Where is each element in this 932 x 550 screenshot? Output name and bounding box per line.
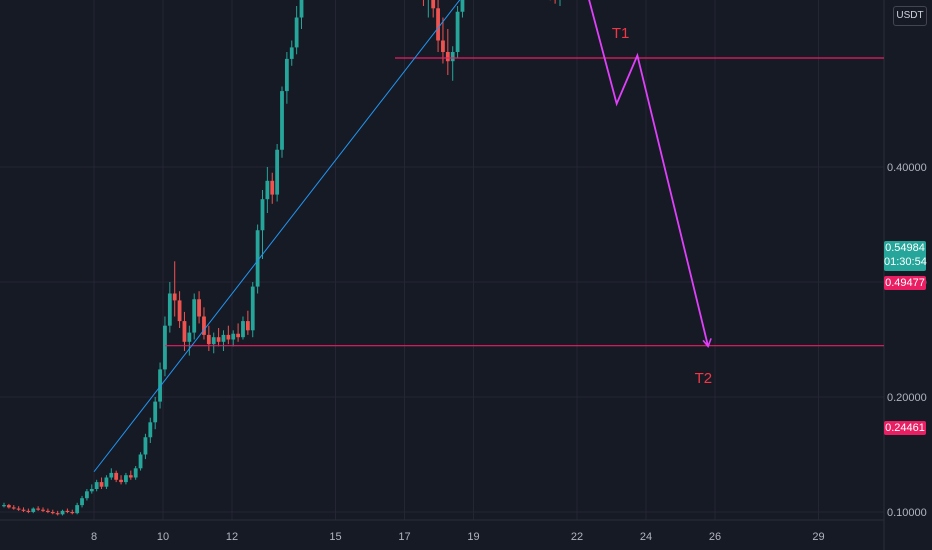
- candle-body: [450, 52, 455, 62]
- candle-body: [231, 333, 236, 340]
- candle-body: [275, 149, 280, 195]
- candle-body: [280, 91, 284, 150]
- candle-body: [197, 299, 201, 317]
- candle-body: [128, 475, 133, 478]
- candle-body: [211, 337, 216, 345]
- candle-body: [119, 479, 123, 483]
- projection-path: [588, 0, 709, 347]
- candles-layer: [2, 0, 561, 516]
- candle-body: [133, 468, 138, 478]
- candle-body: [445, 52, 450, 62]
- price-tick-label: 0.40000: [887, 162, 927, 174]
- currency-button[interactable]: USDT: [893, 6, 927, 26]
- candle-body: [270, 180, 275, 195]
- candle-body: [455, 11, 460, 52]
- candle-body: [55, 513, 60, 515]
- level-price-tag: 0.49477: [884, 276, 926, 290]
- candle-body: [2, 505, 6, 507]
- candle-body: [31, 508, 36, 512]
- candle-body: [299, 0, 304, 18]
- candle-body: [16, 508, 21, 510]
- candle-body: [441, 40, 445, 52]
- candle-body: [114, 472, 119, 480]
- candle-body: [104, 477, 109, 487]
- candle-body: [85, 491, 89, 499]
- time-axis[interactable]: 8 10 12 15 17 19 22 24 26 29: [91, 531, 825, 543]
- target-label-t1: T1: [611, 24, 630, 42]
- projection-arrowhead: [702, 338, 712, 348]
- candle-body: [11, 507, 16, 509]
- candle-body: [94, 482, 99, 489]
- candle-body: [60, 510, 65, 515]
- candle-body: [182, 321, 187, 342]
- candle-body: [26, 510, 31, 512]
- candle-body: [260, 199, 265, 231]
- date-tick-label: 19: [467, 531, 479, 543]
- candle-body: [255, 230, 260, 287]
- candle-body: [124, 475, 128, 483]
- candle-body: [50, 512, 55, 514]
- candle-body: [99, 482, 104, 487]
- candle-body: [431, 0, 436, 9]
- target-label-t2: T2: [694, 369, 713, 387]
- candle-body: [138, 454, 143, 469]
- candle-body: [153, 401, 158, 423]
- date-tick-label: 12: [226, 531, 238, 543]
- candle-body: [289, 47, 294, 59]
- candle-countdown: 01:30:54: [884, 256, 927, 268]
- candle-body: [294, 17, 299, 48]
- date-tick-label: 22: [571, 531, 583, 543]
- drawings-layer: [93, 0, 884, 473]
- candle-body: [250, 286, 255, 331]
- candle-body: [216, 337, 221, 342]
- candle-body: [163, 325, 167, 370]
- candle-body: [148, 422, 153, 438]
- date-tick-label: 10: [157, 531, 169, 543]
- candle-body: [65, 510, 70, 512]
- candle-body: [265, 180, 270, 200]
- candle-body: [6, 505, 11, 508]
- candle-body: [172, 293, 177, 301]
- candle-body: [75, 505, 80, 514]
- candle-body: [460, 0, 465, 12]
- candle-body: [70, 512, 75, 514]
- candle-body: [284, 58, 289, 92]
- price-tick-label: 0.20000: [887, 392, 927, 404]
- candle-body: [158, 369, 162, 402]
- candle-body: [202, 316, 206, 335]
- candle-body: [167, 293, 172, 326]
- level-price-tag: 0.24461: [884, 421, 926, 435]
- date-tick-label: 24: [640, 531, 652, 543]
- candle-body: [80, 498, 84, 506]
- chart-grid: [0, 0, 885, 550]
- candle-body: [36, 508, 41, 510]
- date-tick-label: 15: [329, 531, 341, 543]
- candle-body: [192, 299, 197, 333]
- current-price-value: 0.54984: [885, 242, 925, 254]
- date-tick-label: 26: [709, 531, 721, 543]
- candle-body: [45, 510, 50, 512]
- candle-body: [226, 334, 231, 340]
- candle-body: [21, 509, 26, 511]
- candle-body: [109, 472, 114, 478]
- candle-body: [236, 333, 241, 338]
- candle-body: [221, 334, 226, 342]
- candle-body: [241, 321, 245, 338]
- candle-body: [177, 300, 182, 322]
- price-tick-label: 0.10000: [887, 507, 927, 519]
- date-tick-label: 8: [91, 531, 97, 543]
- candle-body: [206, 334, 211, 345]
- candle-body: [89, 489, 94, 492]
- candle-body: [187, 332, 192, 342]
- trendline: [93, 0, 461, 473]
- candle-body: [245, 321, 250, 331]
- date-tick-label: 29: [812, 531, 824, 543]
- current-price-tag: 0.54984 01:30:54: [884, 241, 927, 271]
- date-tick-label: 17: [398, 531, 410, 543]
- candle-body: [436, 8, 440, 41]
- candle-body: [41, 509, 45, 511]
- candle-body: [143, 437, 148, 455]
